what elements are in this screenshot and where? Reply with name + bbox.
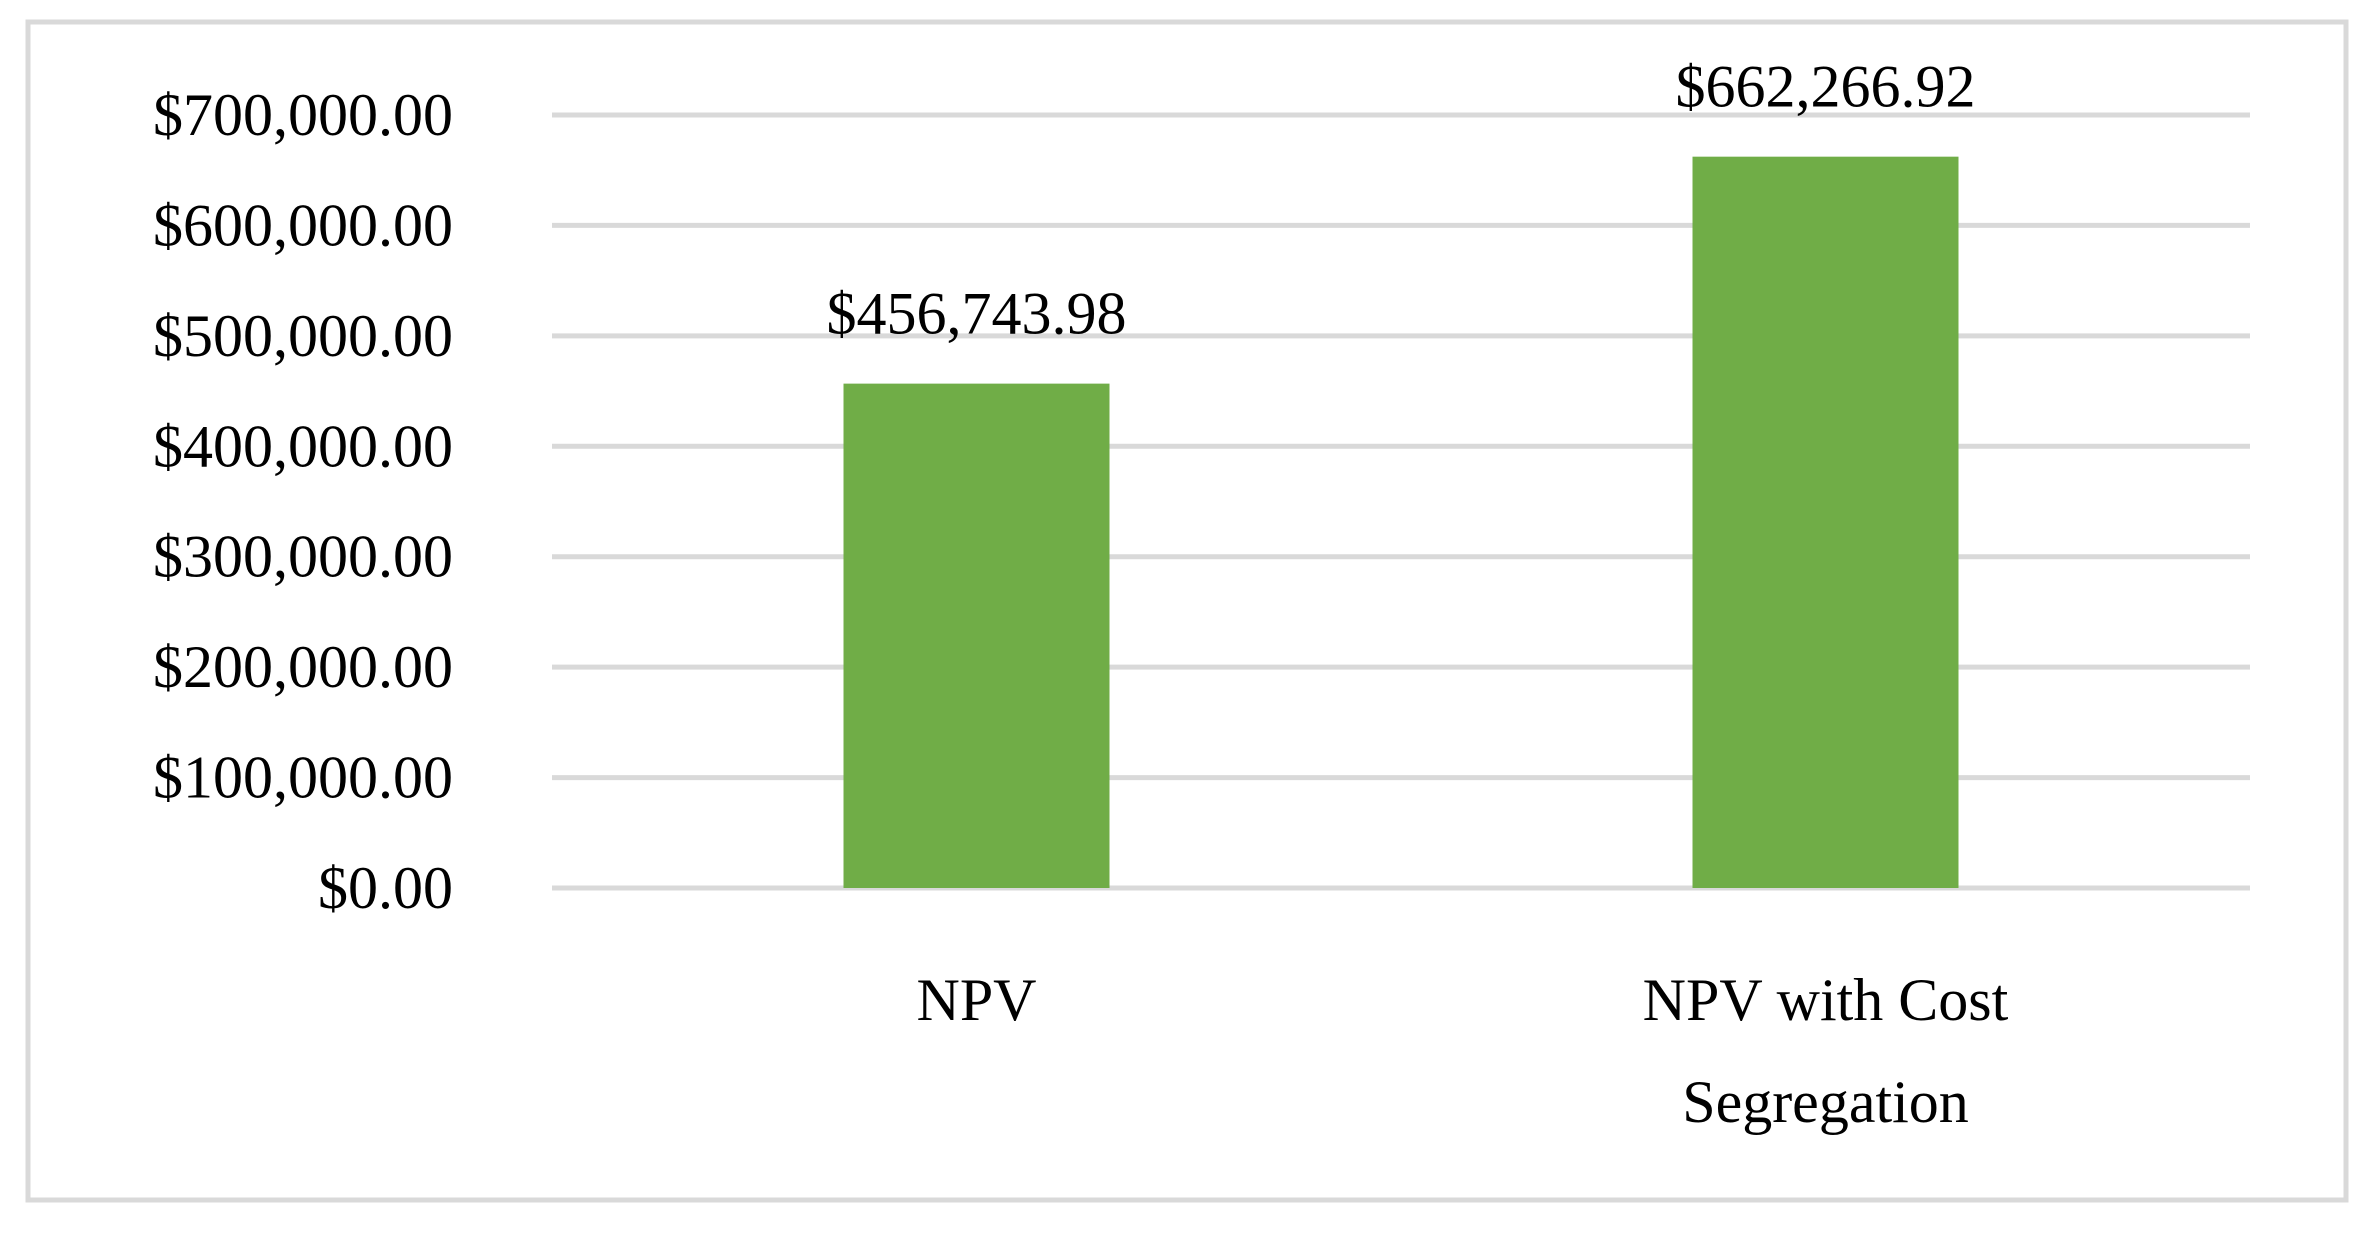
y-tick-label: $500,000.00 xyxy=(153,303,453,369)
data-labels: $456,743.98 $662,266.92 xyxy=(827,54,1976,347)
x-tick-label-line: Segregation xyxy=(1682,1069,1969,1135)
y-tick-label: $0.00 xyxy=(318,855,453,921)
x-tick-label: NPV xyxy=(916,967,1036,1033)
y-tick-label: $300,000.00 xyxy=(153,524,453,590)
y-tick-label: $600,000.00 xyxy=(153,192,453,258)
y-axis-tick-labels: $0.00 $100,000.00 $200,000.00 $300,000.00 $4… xyxy=(153,82,453,921)
x-tick-label: NPV with Cost Segregation xyxy=(1643,967,2009,1135)
x-axis-tick-labels: NPV NPV with Cost Segregation xyxy=(916,967,2008,1135)
chart-border xyxy=(25,19,2349,1203)
gridlines xyxy=(552,112,2250,891)
x-tick-label-line: NPV xyxy=(916,967,1036,1033)
y-tick-label: $200,000.00 xyxy=(153,634,453,700)
y-tick-label: $400,000.00 xyxy=(153,413,453,479)
y-tick-label: $700,000.00 xyxy=(153,82,453,148)
bar xyxy=(843,383,1110,888)
bars xyxy=(843,156,1959,889)
y-tick-label: $100,000.00 xyxy=(153,745,453,811)
data-label: $456,743.98 xyxy=(827,281,1127,347)
x-tick-label-line: NPV with Cost xyxy=(1643,967,2009,1033)
bar xyxy=(1692,156,1959,889)
data-label: $662,266.92 xyxy=(1676,54,1976,120)
